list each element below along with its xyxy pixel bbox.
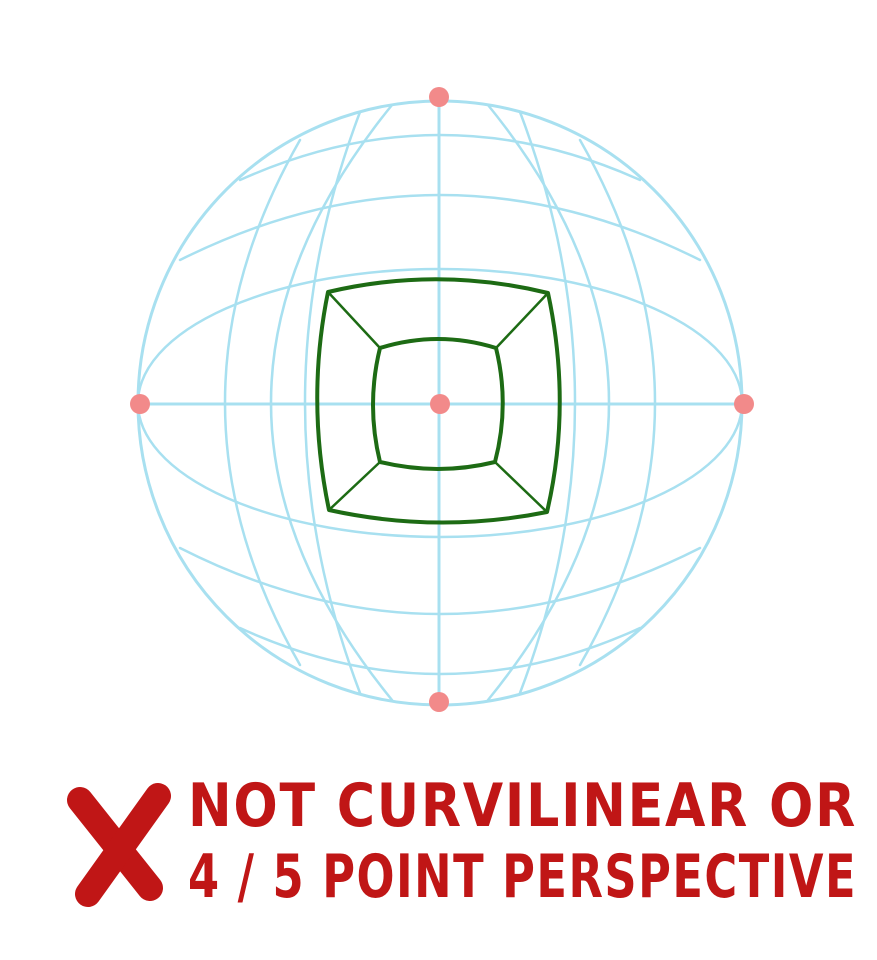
vanishing-points [130,87,754,712]
vanishing-point-top [429,87,449,107]
caption-line-2: 4 / 5 POINT PERSPECTIVE [188,842,857,912]
vanishing-point-bottom [429,692,449,712]
box-edge [327,291,381,349]
red-x-stroke [75,783,171,907]
vanishing-point-left [130,394,150,414]
vanishing-point-center [430,394,450,414]
box-edge [495,292,549,349]
box-edge [494,461,548,513]
box-edge [328,461,381,511]
vanishing-point-right [734,394,754,414]
sphere-grid [136,98,746,707]
red-x-icon [67,783,171,907]
caption-line-1: NOT CURVILINEAR OR [188,771,857,841]
curved-box [315,277,562,525]
